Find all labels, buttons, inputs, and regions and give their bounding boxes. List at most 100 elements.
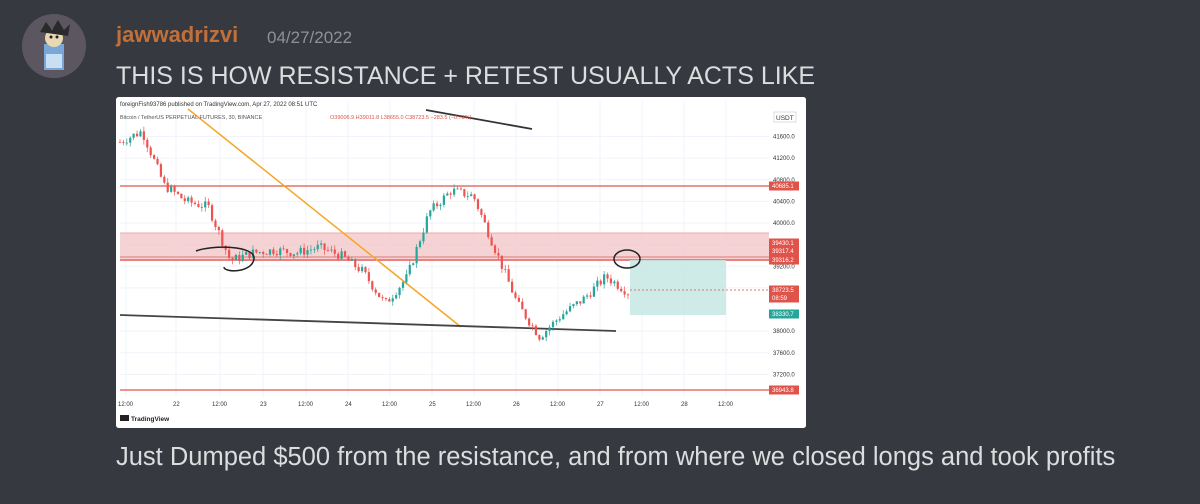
candle-body	[125, 142, 128, 144]
time-axis-label: 12:00	[382, 402, 398, 408]
candle-body	[603, 274, 606, 285]
candle-body	[528, 318, 531, 326]
candle-body	[350, 259, 353, 261]
candle-body	[384, 298, 388, 300]
candle-body	[401, 282, 405, 288]
time-axis-label: 28	[681, 402, 688, 408]
price-axis-label: 37600.0	[773, 351, 795, 357]
candle-body	[531, 325, 534, 327]
candle-body	[163, 176, 166, 183]
candle-body	[272, 249, 275, 255]
candle-body	[234, 255, 238, 261]
candle-body	[166, 182, 169, 192]
candle-body	[193, 202, 197, 205]
candle-body	[183, 198, 186, 202]
candle-body	[507, 269, 510, 282]
candle-body	[214, 220, 217, 228]
candle-body	[118, 141, 122, 143]
symbol-text: Bitcoin / TetherUS PERPETUAL FUTURES, 30…	[120, 115, 262, 121]
candle-body	[446, 193, 449, 196]
avatar[interactable]	[22, 14, 86, 78]
tradingview-logo-text: TradingView	[131, 416, 170, 423]
candle-body	[320, 243, 323, 245]
candle-body	[497, 252, 500, 256]
candle-body	[551, 321, 555, 328]
candle-body	[221, 230, 224, 246]
candle-body	[480, 209, 483, 215]
candle-body	[132, 133, 135, 138]
candle-body	[490, 237, 493, 246]
candle-body	[565, 311, 568, 315]
candle-body	[122, 142, 125, 143]
candle-body	[180, 193, 183, 199]
candle-body	[463, 189, 466, 197]
time-axis-label: 27	[597, 402, 604, 408]
ohlc-text: O39006.9 H39011.8 L38655.0 C38723.5 −283…	[330, 115, 472, 121]
price-marker-bg	[769, 238, 799, 248]
time-axis-label: 12:00	[298, 402, 314, 408]
currency-box	[773, 111, 797, 123]
candle-body	[425, 216, 428, 233]
candle-body	[456, 188, 459, 190]
candle-body	[429, 210, 432, 217]
candle-body	[323, 243, 326, 251]
candle-body	[579, 301, 582, 304]
candle-body	[142, 131, 145, 140]
candle-body	[483, 214, 486, 223]
published-by-text: foreignFish93786 published on TradingVie…	[120, 102, 318, 108]
candle-body	[510, 281, 514, 293]
price-chart: foreignFish93786 published on TradingVie…	[116, 97, 806, 428]
price-marker-label: 08:59	[772, 296, 788, 302]
candle-body	[255, 249, 258, 253]
price-marker-label: 38723.5	[772, 288, 794, 294]
candle-body	[405, 274, 408, 283]
time-axis-label: 22	[173, 402, 180, 408]
candle-body	[200, 206, 203, 208]
chart-image-attachment[interactable]: foreignFish93786 published on TradingVie…	[116, 97, 806, 428]
candle-body	[453, 188, 456, 195]
candle-body	[524, 309, 527, 319]
candle-body	[391, 298, 394, 302]
candle-body	[541, 337, 544, 340]
candle-body	[289, 252, 292, 257]
candle-body	[340, 251, 343, 259]
candle-body	[388, 299, 391, 302]
candle-body	[156, 158, 159, 165]
candle-body	[562, 314, 565, 320]
candle-body	[292, 254, 295, 257]
candle-body	[596, 280, 599, 287]
candle-body	[620, 288, 623, 292]
candle-body	[262, 251, 265, 255]
candle-body	[371, 281, 374, 290]
candle-body	[197, 204, 200, 207]
price-marker-label: 39316.2	[772, 258, 794, 264]
candle-body	[176, 191, 180, 194]
message-timestamp: 04/27/2022	[267, 28, 353, 47]
currency-label: USDT	[776, 115, 794, 122]
candle-body	[538, 335, 541, 340]
candle-body	[347, 256, 350, 261]
descending-trend-line	[187, 108, 462, 328]
candle-body	[367, 272, 370, 282]
candle-body	[374, 289, 377, 293]
price-marker-bg	[769, 181, 799, 191]
candle-body	[296, 253, 299, 255]
candle-body	[473, 194, 476, 200]
candle-body	[330, 249, 333, 251]
candle-body	[558, 319, 561, 321]
candle-body	[159, 164, 163, 177]
retest-circle-left	[195, 246, 255, 272]
candle-body	[534, 325, 538, 336]
username[interactable]: jawwadrizvi	[116, 22, 239, 47]
price-axis-label: 41200.0	[773, 156, 795, 162]
top-drawn-line	[425, 109, 533, 130]
candle-body	[381, 297, 384, 299]
candle-body	[309, 249, 313, 251]
candle-body	[548, 327, 551, 332]
candle-body	[398, 287, 401, 296]
position-profit-box	[630, 260, 726, 315]
price-axis-label: 40400.0	[773, 199, 795, 205]
candle-body	[170, 186, 173, 192]
retest-circle-right	[613, 249, 641, 269]
candle-body	[514, 292, 517, 298]
